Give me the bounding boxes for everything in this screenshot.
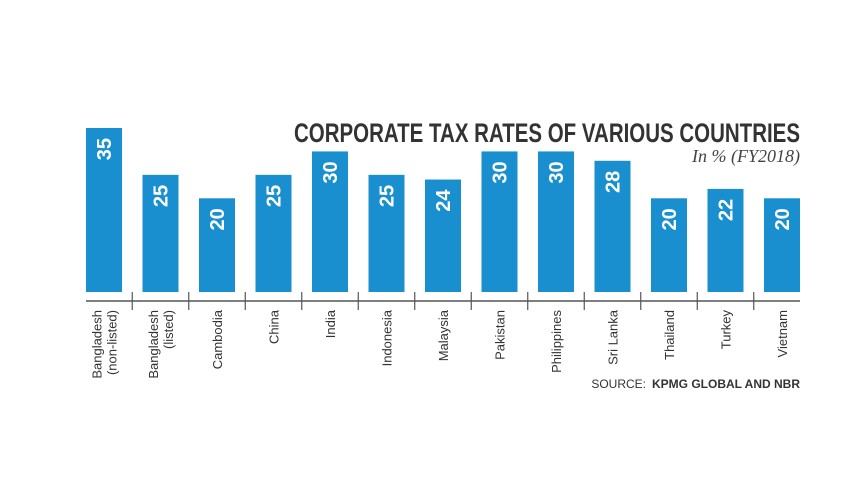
category-label: Bangladesh — [146, 310, 161, 379]
value-label: 25 — [151, 185, 173, 207]
value-label: 30 — [320, 161, 342, 183]
bar — [425, 179, 461, 292]
category-label: Cambodia — [210, 309, 225, 369]
category-label: Sri Lanka — [606, 309, 621, 365]
bar — [481, 151, 518, 292]
bar — [199, 198, 235, 292]
category-label: Indonesia — [380, 309, 395, 366]
value-label: 20 — [207, 208, 229, 230]
value-label: 30 — [546, 161, 568, 183]
bar — [764, 198, 800, 292]
value-label: 20 — [772, 208, 794, 230]
source-text: KPMG GLOBAL AND NBR — [652, 377, 800, 391]
category-label: India — [323, 309, 338, 338]
category-label: Malaysia — [436, 309, 451, 361]
category-label: Turkey — [719, 310, 734, 350]
bar — [142, 174, 179, 292]
bar — [707, 188, 744, 292]
value-label: 35 — [94, 138, 116, 160]
chart-title: CORPORATE TAX RATES OF VARIOUS COUNTRIES — [294, 118, 800, 148]
source-note: SOURCE: KPMG GLOBAL AND NBR — [591, 377, 800, 391]
value-label: 22 — [716, 199, 738, 221]
bar — [255, 174, 292, 292]
bar — [538, 151, 574, 292]
value-label: 20 — [659, 208, 681, 230]
category-label: Pakistan — [493, 310, 508, 360]
category-label: (listed) — [161, 310, 176, 349]
category-label: Thailand — [662, 310, 677, 360]
value-label: 30 — [490, 161, 512, 183]
category-label: (non-listed) — [105, 310, 120, 375]
category-label: Bangladesh — [90, 310, 105, 379]
value-label: 24 — [433, 189, 455, 212]
bar — [594, 160, 631, 292]
bar — [368, 174, 405, 292]
value-label: 25 — [377, 185, 399, 207]
bar — [651, 198, 687, 292]
value-label: 25 — [264, 185, 286, 207]
category-label: China — [267, 309, 282, 344]
value-label: 28 — [603, 171, 625, 193]
bar — [312, 151, 348, 292]
source-label: SOURCE: — [591, 377, 646, 391]
bar — [86, 128, 122, 292]
category-label: Philippines — [549, 310, 564, 373]
chart-subtitle: In % (FY2018) — [691, 146, 800, 167]
category-label: Vietnam — [775, 310, 790, 357]
